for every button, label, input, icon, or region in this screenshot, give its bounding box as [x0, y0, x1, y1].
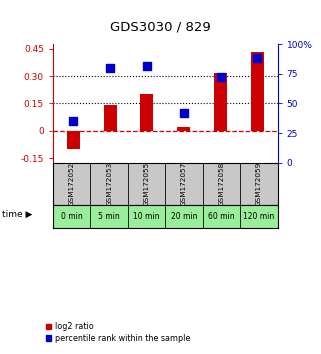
Point	[71, 119, 76, 124]
Point	[181, 110, 186, 116]
Text: GSM172055: GSM172055	[143, 162, 150, 206]
Text: GSM172058: GSM172058	[219, 162, 224, 206]
Text: GSM172057: GSM172057	[181, 162, 187, 206]
Text: GSM172052: GSM172052	[69, 162, 75, 206]
Text: GDS3030 / 829: GDS3030 / 829	[110, 21, 211, 34]
Legend: log2 ratio, percentile rank within the sample: log2 ratio, percentile rank within the s…	[46, 322, 190, 343]
Bar	[104, 105, 117, 131]
Text: time ▶: time ▶	[2, 210, 32, 219]
Bar	[67, 131, 80, 149]
Text: 120 min: 120 min	[243, 212, 274, 221]
Text: 0 min: 0 min	[61, 212, 82, 221]
Text: 20 min: 20 min	[171, 212, 197, 221]
Point	[144, 63, 150, 68]
Point	[218, 75, 223, 80]
Bar	[177, 127, 190, 131]
Bar	[214, 73, 227, 131]
Text: GSM172053: GSM172053	[106, 162, 112, 206]
Bar	[251, 52, 264, 131]
Bar	[141, 95, 153, 131]
Text: 10 min: 10 min	[133, 212, 160, 221]
Point	[108, 65, 113, 71]
Point	[255, 56, 260, 61]
Text: 5 min: 5 min	[98, 212, 120, 221]
Text: GSM172059: GSM172059	[256, 162, 262, 206]
Text: 60 min: 60 min	[208, 212, 235, 221]
